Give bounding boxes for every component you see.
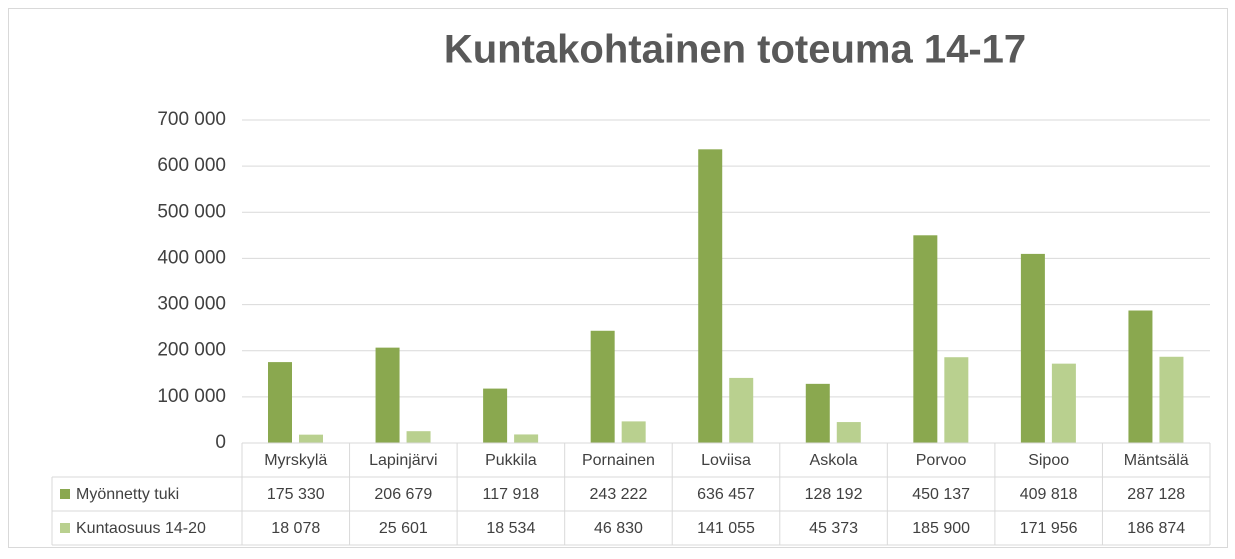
table-value: 186 874 — [1127, 520, 1185, 537]
x-tick-label: Sipoo — [1028, 452, 1069, 469]
bar — [299, 434, 323, 443]
table-value: 46 830 — [594, 520, 643, 537]
y-tick-label: 300 000 — [157, 294, 226, 315]
table-value: 18 078 — [271, 520, 320, 537]
legend-label: Kuntaosuus 14-20 — [76, 520, 206, 537]
x-tick-label: Myrskylä — [264, 452, 327, 469]
bar — [805, 383, 830, 443]
table-value: 18 534 — [486, 520, 535, 537]
bar — [514, 434, 539, 443]
bar — [913, 235, 938, 443]
table-value: 409 818 — [1020, 486, 1078, 503]
bar — [1051, 363, 1076, 443]
legend-swatch — [60, 489, 70, 499]
x-tick-label: Askola — [810, 452, 858, 469]
bar — [729, 377, 754, 443]
bar — [1128, 310, 1153, 443]
bar — [1020, 253, 1045, 443]
chart-title: Kuntakohtainen toteuma 14-17 — [444, 28, 1026, 72]
bar — [1159, 356, 1184, 443]
y-tick-label: 600 000 — [157, 155, 226, 176]
bar — [836, 422, 861, 443]
y-tick-label: 400 000 — [157, 247, 226, 268]
table-value: 450 137 — [912, 486, 970, 503]
x-tick-label: Lapinjärvi — [369, 452, 437, 469]
y-tick-label: 500 000 — [157, 201, 226, 222]
table-value: 141 055 — [697, 520, 755, 537]
table-value: 117 918 — [483, 486, 540, 503]
table-value: 175 330 — [267, 486, 325, 503]
table-value: 25 601 — [379, 520, 428, 537]
table-value: 636 457 — [697, 486, 755, 503]
x-tick-label: Mäntsälä — [1124, 452, 1189, 469]
bar — [944, 357, 969, 443]
legend-swatch — [60, 523, 70, 533]
table-value: 185 900 — [912, 520, 970, 537]
bar — [375, 347, 400, 443]
table-value: 45 373 — [809, 520, 858, 537]
bar — [621, 421, 646, 443]
y-tick-label: 700 000 — [157, 109, 226, 130]
y-tick-label: 200 000 — [157, 340, 226, 361]
bar — [483, 388, 508, 443]
table-value: 128 192 — [805, 486, 863, 503]
legend-label: Myönnetty tuki — [76, 486, 179, 503]
bar — [590, 330, 615, 443]
x-tick-label: Pukkila — [485, 452, 537, 469]
x-tick-label: Loviisa — [701, 452, 751, 469]
bar — [406, 431, 431, 443]
y-tick-label: 100 000 — [157, 386, 226, 407]
table-value: 171 956 — [1020, 520, 1078, 537]
table-value: 206 679 — [374, 486, 432, 503]
y-tick-label: 0 — [215, 432, 226, 453]
bar — [268, 362, 292, 443]
table-value: 243 222 — [590, 486, 648, 503]
x-tick-label: Porvoo — [916, 452, 967, 469]
table-value: 287 128 — [1127, 486, 1185, 503]
x-tick-label: Pornainen — [582, 452, 655, 469]
bar — [698, 149, 723, 443]
